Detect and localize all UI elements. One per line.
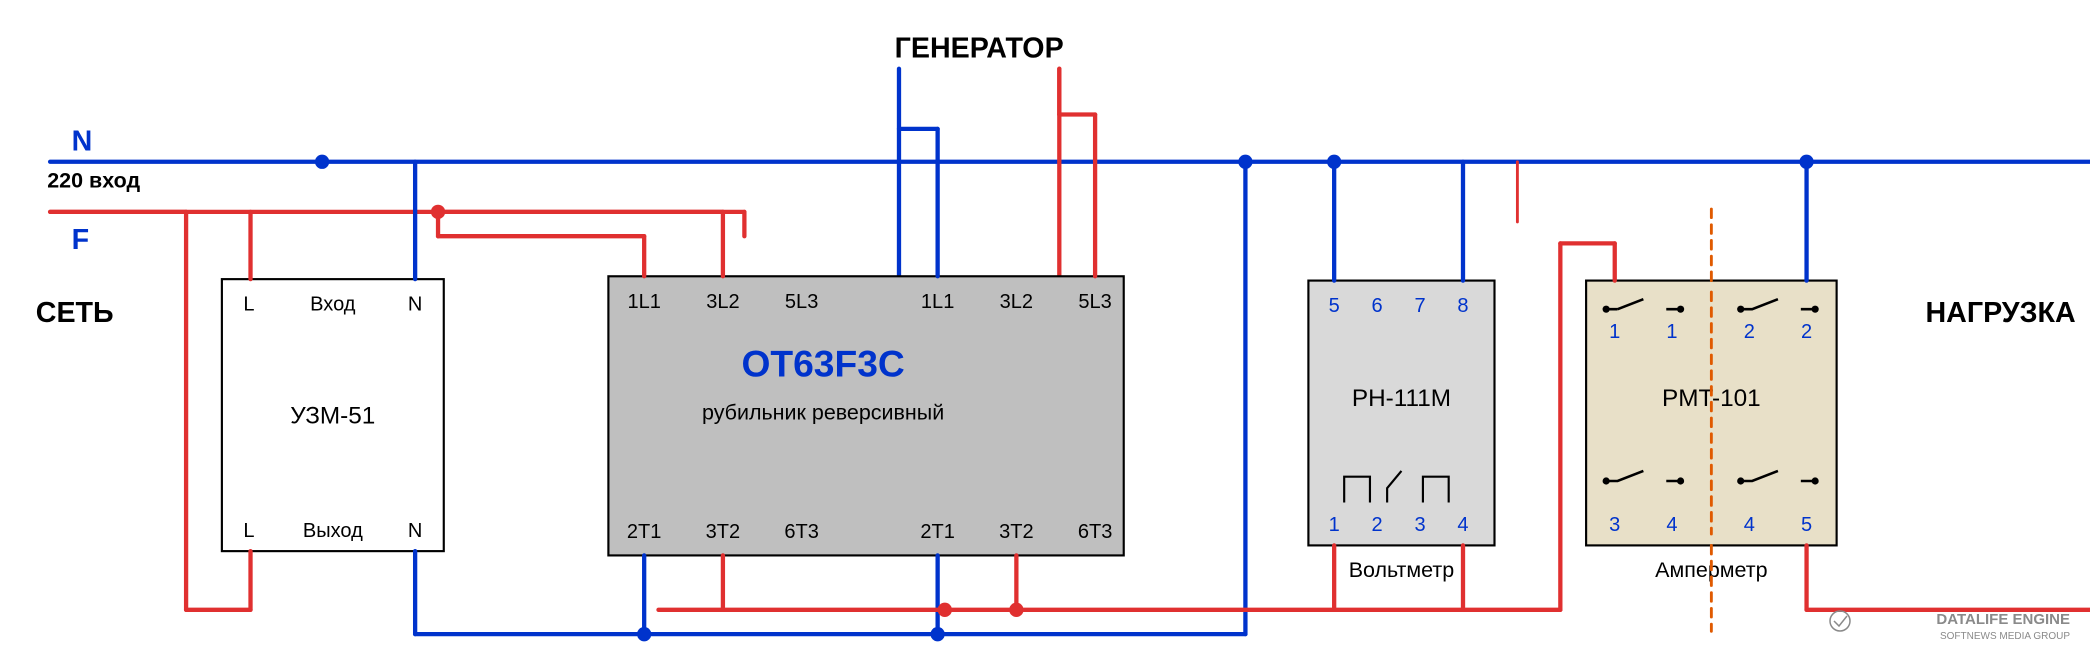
svg-text:4: 4 (1744, 514, 1755, 536)
svg-text:УЗМ-51: УЗМ-51 (290, 403, 375, 430)
svg-text:F: F (72, 224, 90, 256)
svg-text:1: 1 (1329, 514, 1340, 536)
svg-text:1L1: 1L1 (627, 291, 660, 313)
svg-text:6T3: 6T3 (1078, 521, 1113, 543)
svg-text:1: 1 (1666, 321, 1677, 343)
svg-text:2: 2 (1801, 321, 1812, 343)
svg-text:SOFTNEWS MEDIA GROUP: SOFTNEWS MEDIA GROUP (1940, 631, 2070, 642)
svg-text:НАГРУЗКА: НАГРУЗКА (1926, 297, 2076, 329)
svg-text:N: N (408, 520, 422, 542)
svg-text:3L2: 3L2 (706, 291, 739, 313)
svg-text:2T1: 2T1 (627, 521, 662, 543)
svg-text:220 вход: 220 вход (47, 169, 140, 193)
svg-text:5L3: 5L3 (1078, 291, 1111, 313)
svg-text:3L2: 3L2 (1000, 291, 1033, 313)
svg-text:N: N (408, 294, 422, 316)
svg-text:L: L (243, 520, 254, 542)
svg-text:5: 5 (1329, 295, 1340, 317)
svg-text:СЕТЬ: СЕТЬ (36, 297, 114, 329)
svg-text:рубильник реверсивный: рубильник реверсивный (702, 400, 944, 424)
svg-text:DATALIFE ENGINE: DATALIFE ENGINE (1936, 611, 2070, 628)
svg-text:1: 1 (1609, 321, 1620, 343)
svg-text:Выход: Выход (303, 520, 363, 542)
svg-text:5L3: 5L3 (785, 291, 818, 313)
svg-text:N: N (72, 125, 93, 157)
svg-text:3: 3 (1414, 514, 1425, 536)
svg-text:5: 5 (1801, 514, 1812, 536)
svg-text:6: 6 (1372, 295, 1383, 317)
svg-text:7: 7 (1414, 295, 1425, 317)
svg-text:3T2: 3T2 (706, 521, 741, 543)
svg-text:4: 4 (1666, 514, 1677, 536)
svg-text:4: 4 (1457, 514, 1468, 536)
svg-text:L: L (243, 294, 254, 316)
svg-text:1L1: 1L1 (921, 291, 954, 313)
svg-text:6T3: 6T3 (784, 521, 819, 543)
svg-text:2: 2 (1744, 321, 1755, 343)
svg-text:3T2: 3T2 (999, 521, 1034, 543)
svg-text:8: 8 (1457, 295, 1468, 317)
svg-text:PH-111M: PH-111M (1352, 385, 1451, 412)
svg-text:Вход: Вход (310, 294, 356, 316)
wiring-diagram: N 220 вход F СЕТЬ НАГРУЗКА ГЕНЕРАТОР L N Вход УЗМ… (0, 0, 2090, 649)
svg-text:ГЕНЕРАТОР: ГЕНЕРАТОР (895, 32, 1064, 64)
svg-text:OT63F3C: OT63F3C (741, 342, 904, 384)
svg-text:Вольтметр: Вольтметр (1349, 558, 1454, 582)
svg-text:3: 3 (1609, 514, 1620, 536)
svg-text:2: 2 (1372, 514, 1383, 536)
svg-text:2T1: 2T1 (920, 521, 955, 543)
